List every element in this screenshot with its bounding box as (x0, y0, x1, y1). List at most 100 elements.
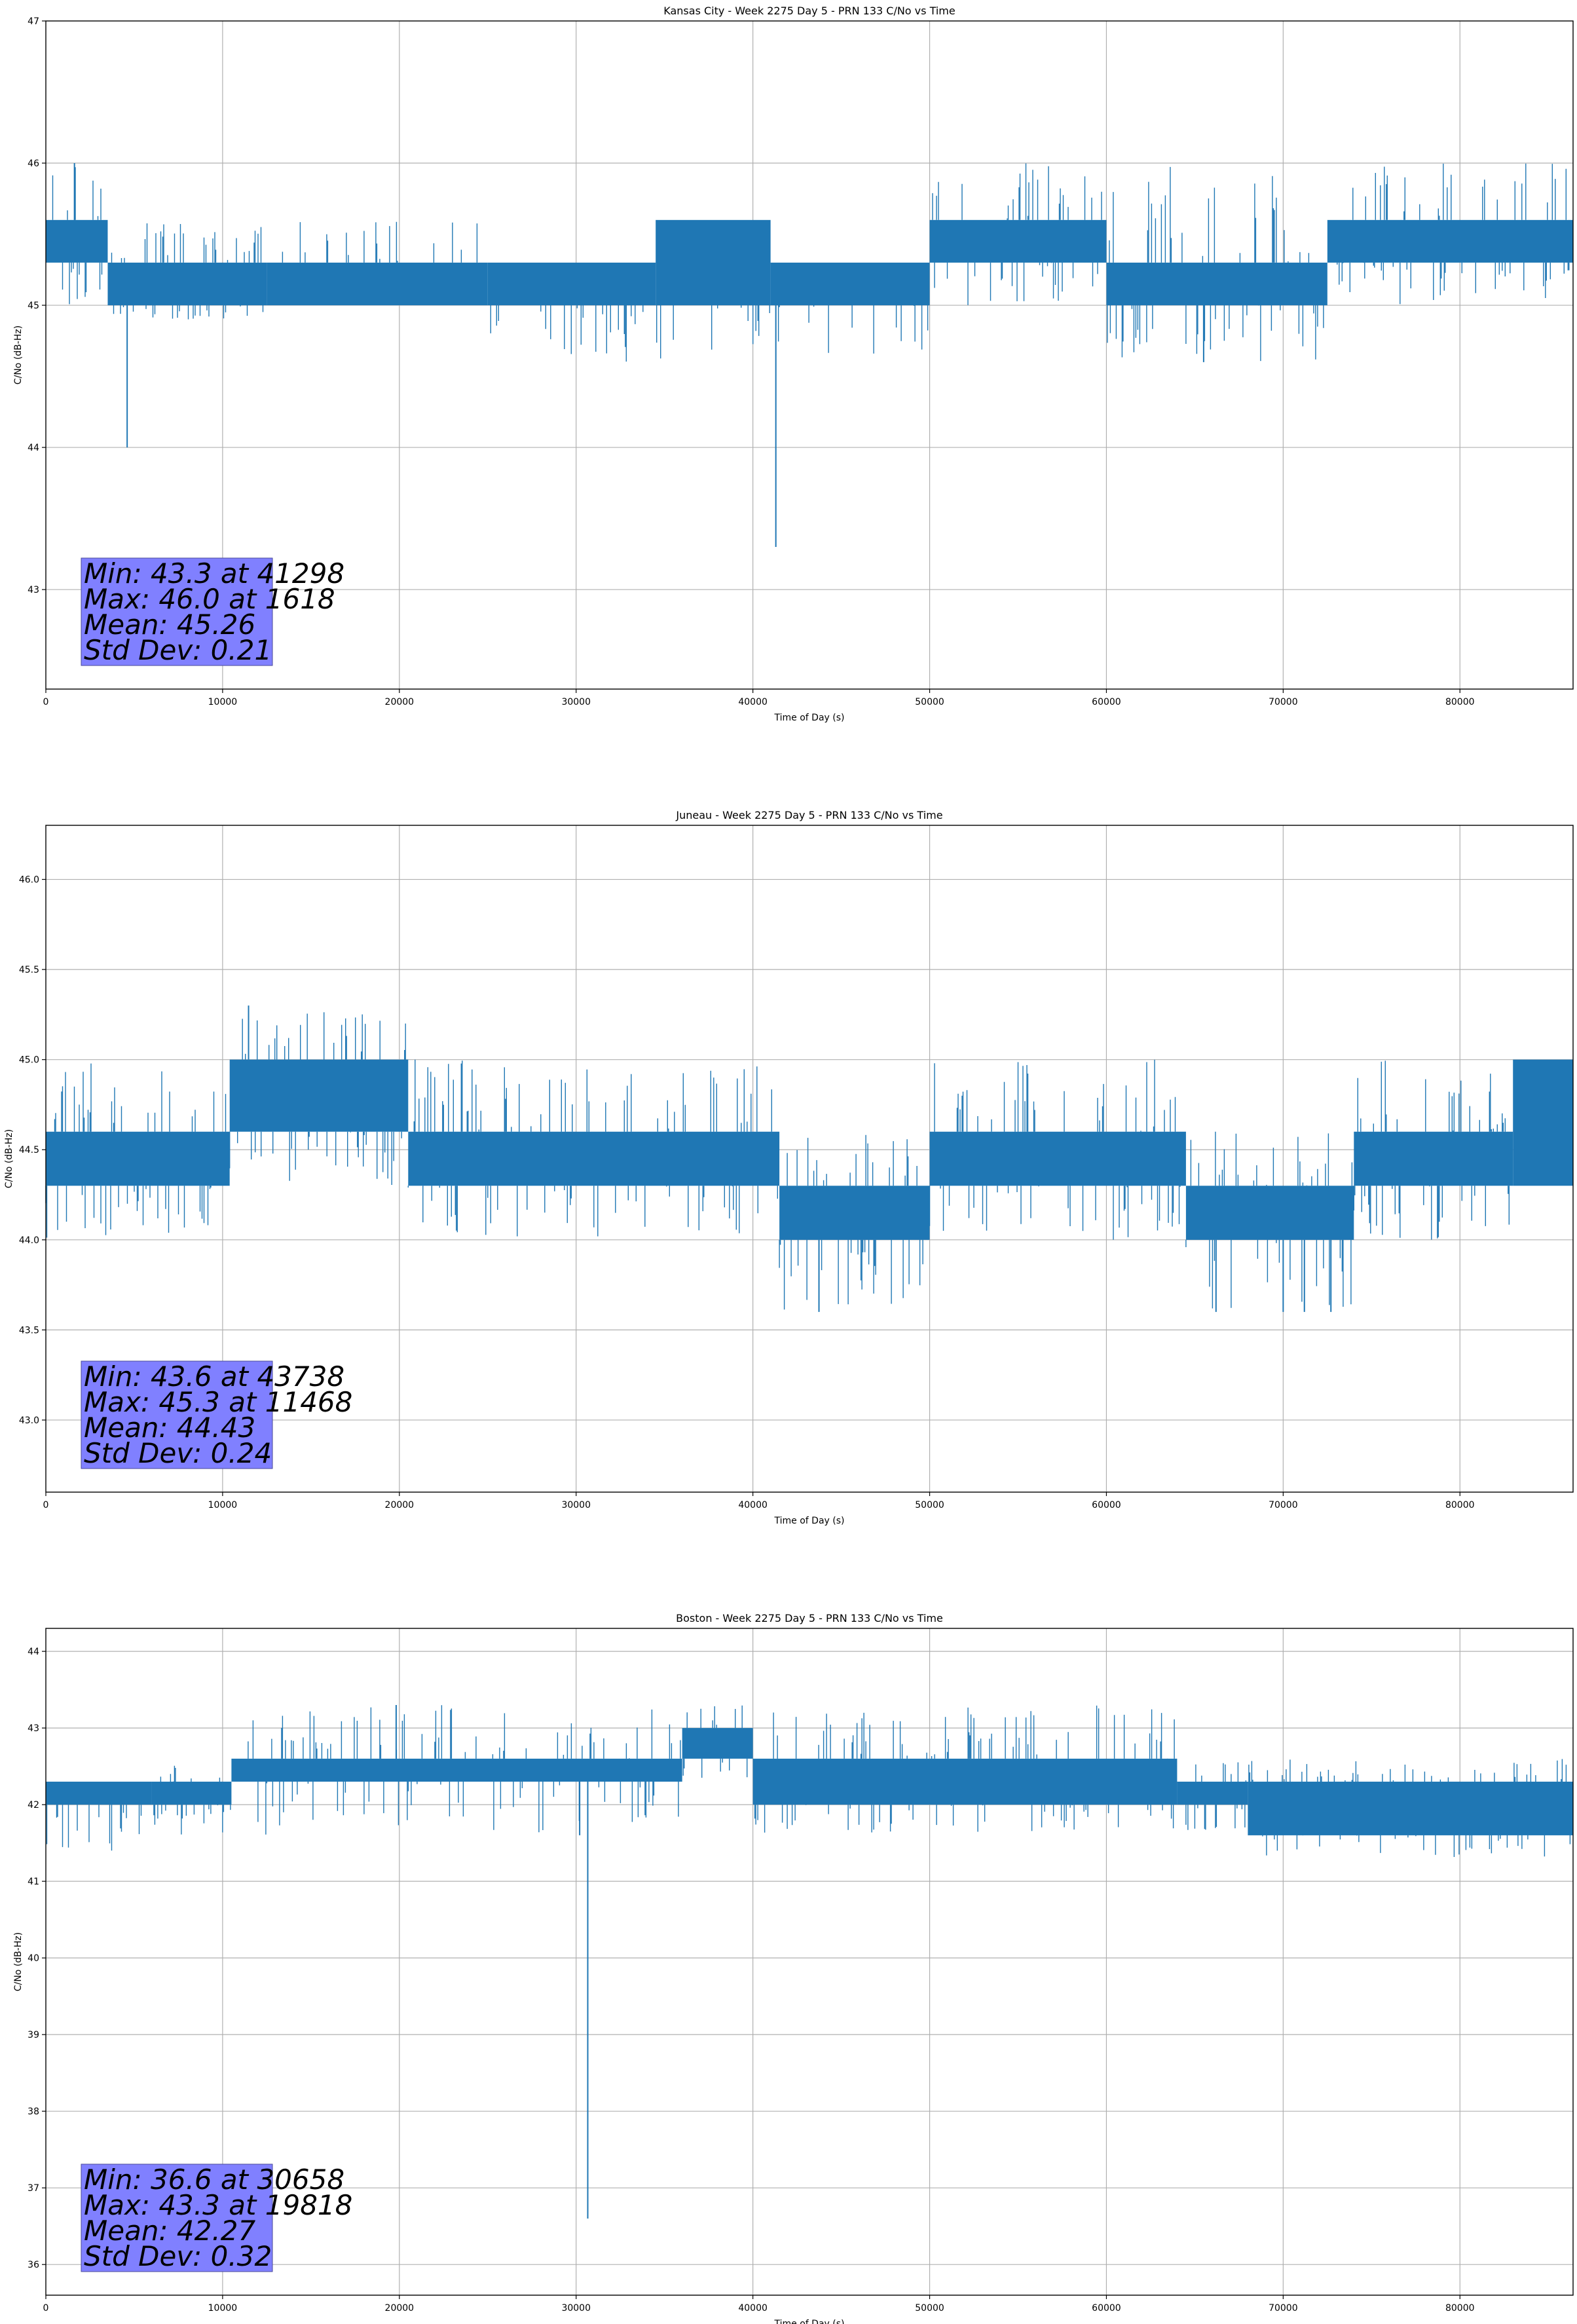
y-tick-label: 45.5 (19, 965, 39, 975)
y-tick-label: 36 (28, 2260, 39, 2270)
y-tick-label: 46 (28, 159, 39, 169)
y-axis-label: C/No (dB-Hz) (13, 326, 24, 384)
y-tick-label: 44 (28, 1647, 39, 1657)
y-tick-label: 44 (28, 443, 39, 453)
chart-title: Kansas City - Week 2275 Day 5 - PRN 133 … (663, 5, 955, 17)
y-tick-label: 37 (28, 2183, 39, 2194)
series-line (45, 1005, 1573, 1312)
series-band (752, 1758, 1178, 1805)
x-tick-label: 40000 (738, 1500, 768, 1510)
series-band (1185, 1186, 1354, 1240)
series-line (46, 1705, 1573, 2219)
chart-title: Boston - Week 2275 Day 5 - PRN 133 C/No … (676, 1612, 943, 1624)
x-tick-label: 50000 (915, 697, 944, 707)
y-tick-label: 39 (28, 2030, 39, 2040)
x-tick-label: 80000 (1445, 697, 1475, 707)
stats-min: Min: 43.3 at 41298 (84, 557, 344, 590)
y-tick-label: 41 (28, 1877, 39, 1887)
series-band (46, 219, 108, 263)
x-tick-label: 80000 (1445, 2303, 1475, 2314)
series-jitter (1353, 1060, 1510, 1240)
x-tick-label: 10000 (208, 1500, 238, 1510)
y-tick-label: 43.0 (19, 1415, 39, 1426)
y-tick-label: 40 (28, 1953, 39, 1964)
x-tick-label: 70000 (1269, 697, 1298, 707)
series-band (408, 1131, 780, 1186)
stats-std: Std Dev: 0.24 (84, 1437, 272, 1469)
series-band (151, 1782, 232, 1805)
x-tick-label: 30000 (561, 1500, 591, 1510)
series-band (231, 1758, 682, 1782)
x-axis-label: Time of Day (s) (774, 1516, 845, 1526)
y-tick-label: 43 (28, 1723, 39, 1734)
x-tick-label: 20000 (385, 697, 415, 707)
x-tick-label: 70000 (1269, 2303, 1298, 2314)
series-jitter (1248, 1759, 1571, 1857)
stats-max: Max: 46.0 at 1618 (84, 583, 335, 615)
y-tick-label: 44.0 (19, 1235, 39, 1246)
series-jitter (52, 167, 103, 305)
y-tick-label: 42 (28, 1800, 39, 1810)
series-band (1513, 1059, 1573, 1186)
plot-frame (45, 825, 1574, 1493)
y-axis-label: C/No (dB-Hz) (4, 1129, 14, 1188)
x-tick-label: 60000 (1092, 2303, 1121, 2314)
series-band (46, 1782, 152, 1805)
series-jitter (111, 223, 264, 320)
x-tick-label: 70000 (1269, 1500, 1298, 1510)
stats-std: Std Dev: 0.32 (84, 2240, 272, 2272)
y-tick-label: 45 (28, 301, 39, 311)
x-tick-label: 0 (43, 1500, 49, 1510)
y-tick-label: 45.0 (19, 1055, 39, 1066)
grid (46, 1628, 1573, 2295)
chart-panel-3: 0 10000 20000 30000 40000 50000 60000 70000 8000… (13, 1612, 1574, 2324)
series-jitter (1185, 1131, 1353, 1309)
stats-min: Min: 36.6 at 30658 (84, 2164, 344, 2196)
plot-frame (45, 1628, 1574, 2296)
series-band (46, 1131, 230, 1186)
series-jitter (1107, 166, 1324, 362)
x-tick-label: 60000 (1092, 697, 1121, 707)
x-tick-label: 40000 (738, 2303, 768, 2314)
series-band (1106, 262, 1327, 306)
x-tick-label: 20000 (385, 1500, 415, 1510)
stats-box-background (81, 557, 273, 666)
series-jitter (46, 1805, 142, 1851)
x-tick-label: 0 (43, 697, 49, 707)
series-jitter (1337, 163, 1570, 305)
series-jitter (929, 1059, 1181, 1240)
y-tick-label: 47 (28, 16, 39, 27)
x-tick-label: 40000 (738, 697, 768, 707)
series-band (1248, 1782, 1573, 1835)
series-jitter (282, 221, 478, 263)
series-band (107, 262, 267, 306)
x-tick-label: 10000 (208, 2303, 238, 2314)
series-band (487, 262, 656, 306)
series-jitter (153, 1765, 231, 1835)
stats-min: Min: 43.6 at 43738 (84, 1360, 344, 1393)
series-jitter (229, 1012, 406, 1185)
y-tick-label: 38 (28, 2107, 39, 2117)
y-tick-label: 43 (28, 585, 39, 595)
series-band (1354, 1131, 1513, 1186)
series-band (929, 219, 1107, 263)
series-band (656, 219, 771, 306)
series-jitter (656, 305, 770, 359)
y-tick-label: 43.5 (19, 1325, 39, 1336)
chart-title: Juneau - Week 2275 Day 5 - PRN 133 C/No … (675, 809, 942, 821)
chart-panel-1: 0 10000 20000 30000 40000 50000 60000 70000 8000… (13, 5, 1574, 723)
stats-mean: Mean: 44.43 (84, 1412, 255, 1444)
series-line (46, 163, 1573, 547)
series-band (1327, 219, 1573, 263)
series-jitter (682, 1705, 748, 1778)
y-tick-label: 44.5 (19, 1145, 39, 1155)
x-tick-label: 30000 (561, 697, 591, 707)
series-band (1177, 1782, 1248, 1805)
x-tick-label: 10000 (208, 697, 238, 707)
stats-max: Max: 45.3 at 11468 (84, 1386, 352, 1418)
series-jitter (754, 1705, 1175, 1833)
stats-mean: Mean: 42.27 (84, 2215, 255, 2247)
series-band (770, 262, 930, 306)
